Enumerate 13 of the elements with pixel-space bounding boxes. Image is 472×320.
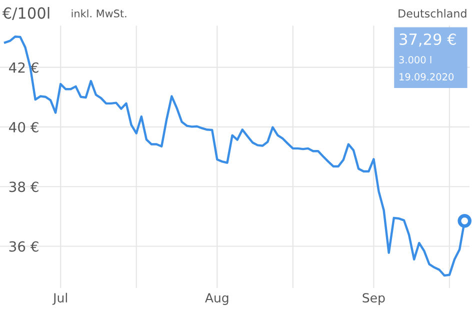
y-tick-label: 36 € (9, 241, 38, 252)
x-tick-label: Jul (52, 292, 67, 305)
y-tick-label: 38 € (9, 182, 38, 192)
chart-title: €/100l (2, 7, 50, 20)
annotation: 19.09.2020 (400, 73, 454, 80)
x-tick-label: Sep (362, 293, 385, 305)
annotation: 3.000 l (399, 56, 432, 64)
annotation: 37,29 € (400, 33, 456, 47)
text: Deutschland (398, 9, 466, 18)
x-tick-label: Aug (205, 293, 228, 305)
y-tick-label: 40 € (9, 122, 38, 132)
y-tick-label: 42 € (9, 62, 38, 73)
chart-subtitle: inkl. MwSt. (72, 9, 126, 18)
